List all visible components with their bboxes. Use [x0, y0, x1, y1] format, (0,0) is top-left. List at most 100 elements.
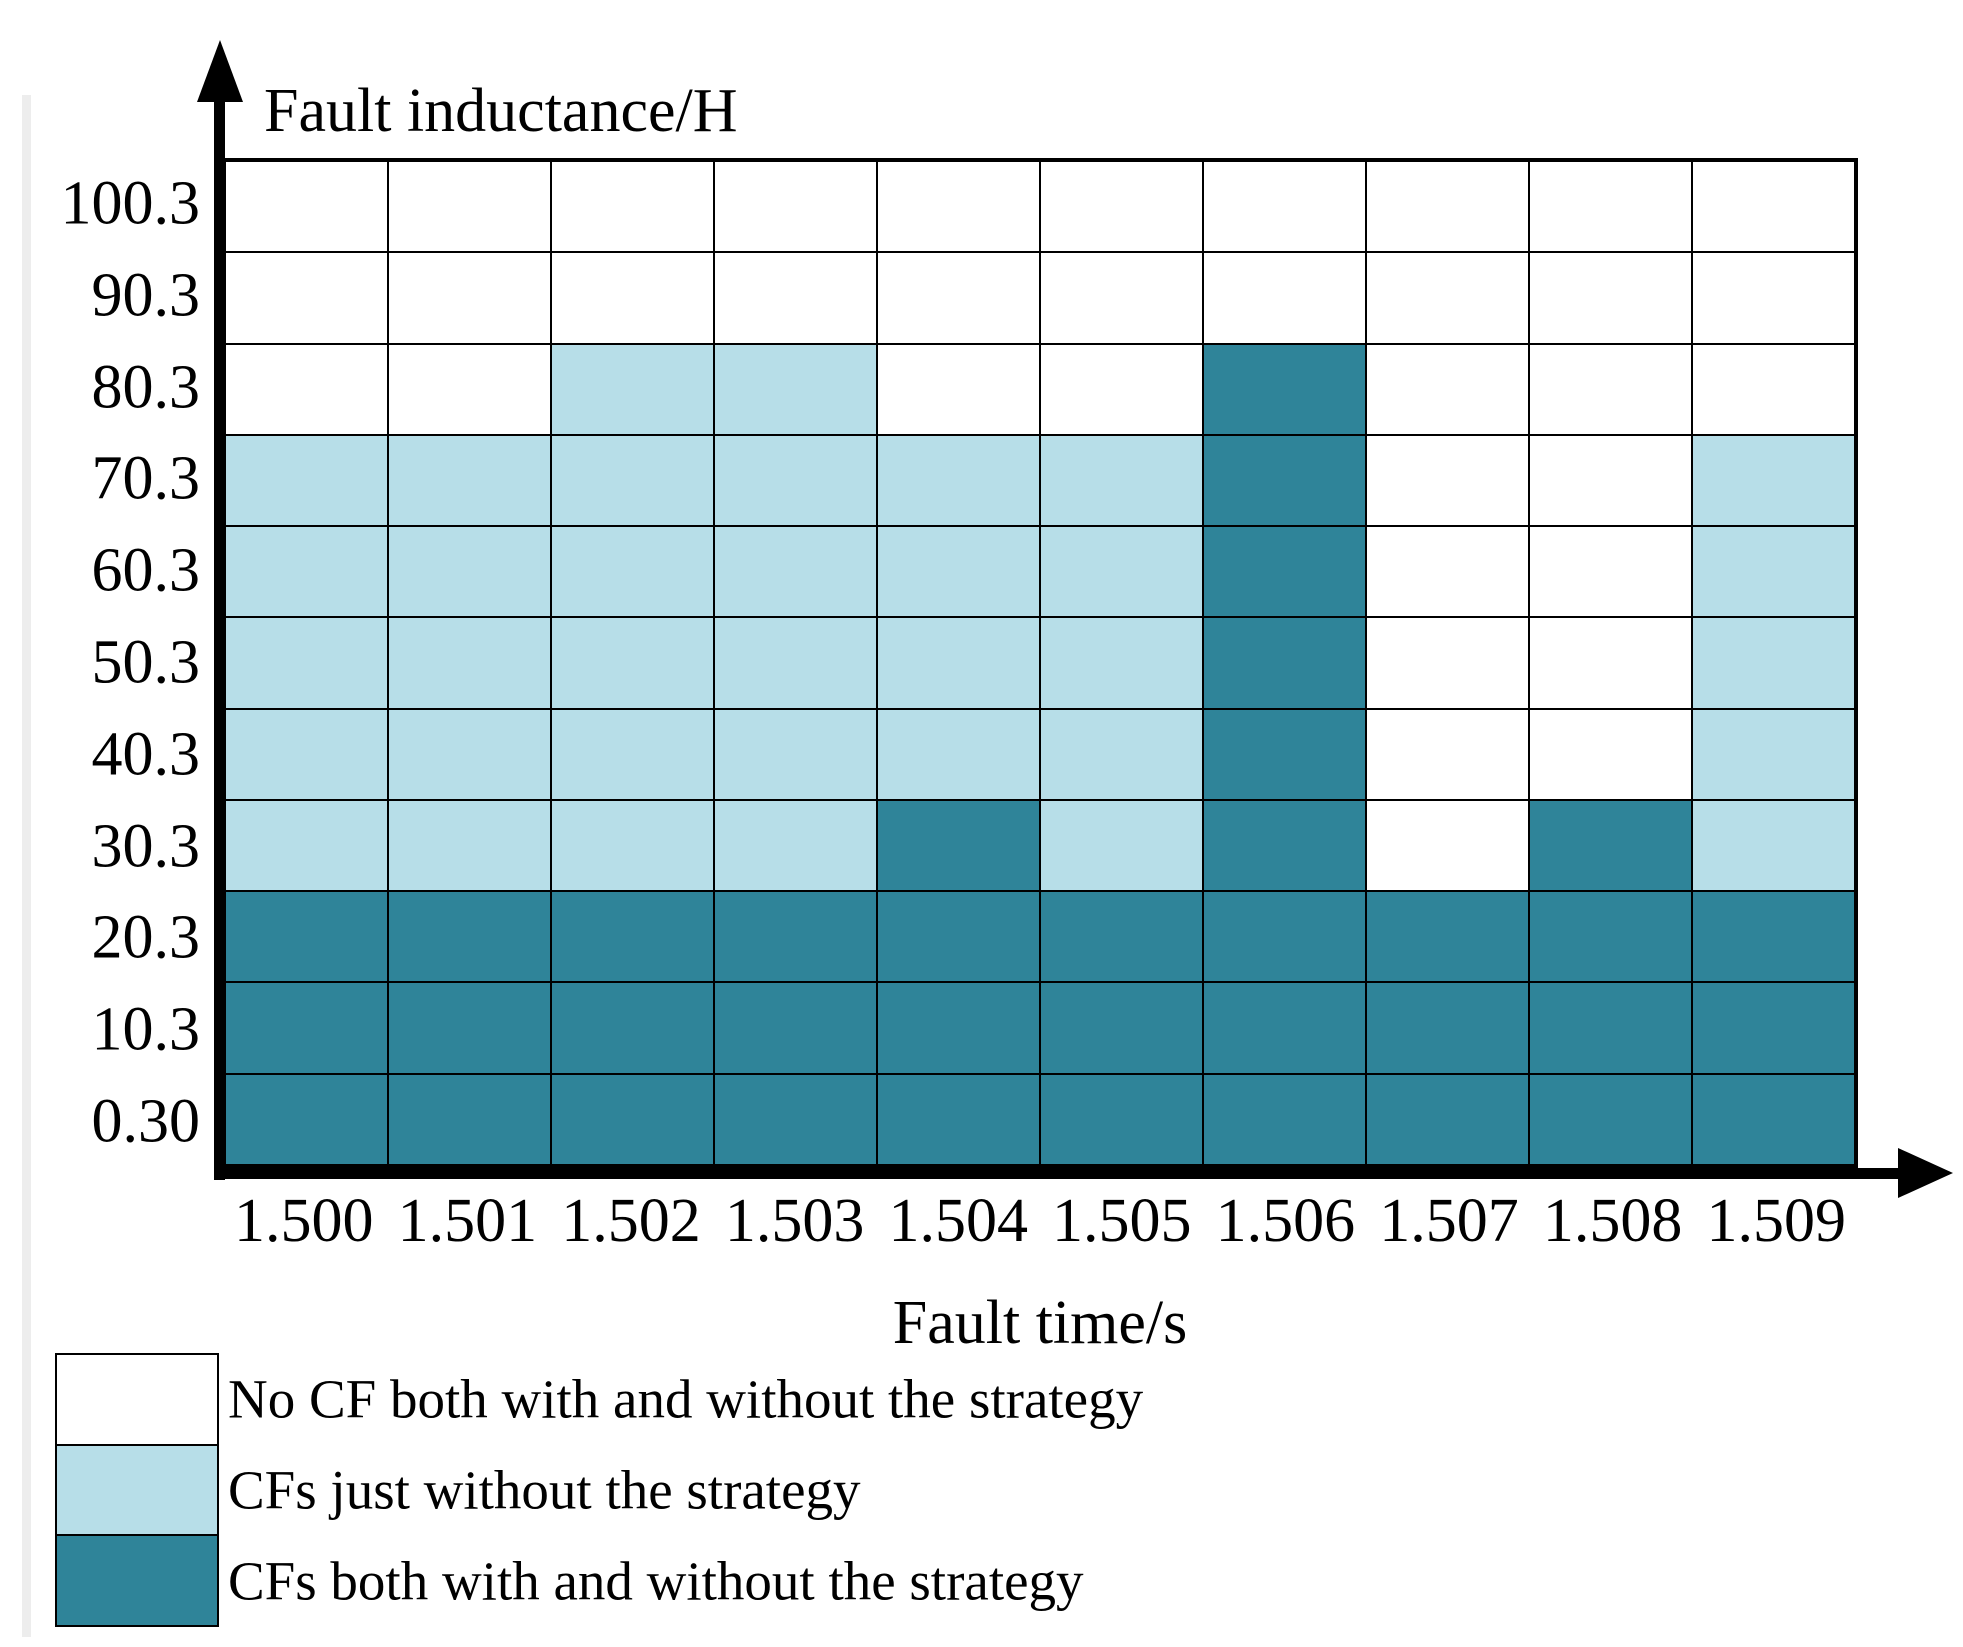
grid-cell: [1692, 617, 1855, 709]
grid-cell: [877, 799, 1040, 892]
y-tick-label: 40.3: [91, 720, 201, 789]
grid-cell: [1040, 161, 1203, 253]
grid-cell: [1203, 252, 1366, 344]
grid-cell: [1040, 799, 1203, 892]
grid-cell: [551, 252, 714, 344]
grid-cell: [225, 891, 388, 983]
x-tick-label: 1.502: [561, 1187, 701, 1255]
grid-cell: [551, 1073, 714, 1165]
grid-cell: [1692, 526, 1855, 618]
grid-cell: [551, 799, 714, 892]
grid-cell: [714, 982, 877, 1074]
grid-cell: [877, 161, 1040, 253]
grid-cell: [1366, 343, 1529, 435]
grid-cell: [1040, 1073, 1203, 1165]
grid-cell: [1692, 252, 1855, 344]
grid-cell: [225, 252, 388, 344]
page-edge-strip: [22, 95, 31, 1637]
grid-cell: [1203, 982, 1366, 1074]
x-tick-label: 1.505: [1052, 1187, 1192, 1255]
grid-cell: [877, 252, 1040, 344]
grid-cell: [1529, 526, 1692, 618]
grid-cell: [1040, 982, 1203, 1074]
grid-cell: [1529, 161, 1692, 253]
grid-cell: [877, 708, 1040, 800]
grid-cell: [1203, 526, 1366, 618]
grid-cell: [1366, 617, 1529, 709]
grid-cell: [1692, 982, 1855, 1074]
grid-cell: [1040, 526, 1203, 618]
legend-label: CFs just without the strategy: [228, 1459, 861, 1521]
grid-cell: [1366, 891, 1529, 983]
grid-cell: [1529, 343, 1692, 435]
grid-cell: [714, 526, 877, 618]
grid-cell: [1366, 982, 1529, 1074]
grid-cell: [1692, 343, 1855, 435]
x-tick-label: 1.503: [724, 1187, 865, 1255]
grid-cell: [1203, 617, 1366, 709]
grid-cell: [225, 434, 388, 527]
grid-cell: [1529, 708, 1692, 800]
y-axis-line: [214, 70, 225, 1180]
legend-label: No CF both with and without the strategy: [228, 1368, 1144, 1430]
grid-cell: [877, 434, 1040, 527]
grid-cell: [551, 617, 714, 709]
grid-cell: [877, 1073, 1040, 1165]
grid-cell: [388, 617, 551, 709]
grid-cell: [225, 161, 388, 253]
grid-cell: [551, 891, 714, 983]
legend-label: CFs both with and without the strategy: [228, 1550, 1084, 1612]
grid-cell: [1040, 434, 1203, 527]
grid-cell: [551, 161, 714, 253]
x-tick-label: 1.500: [234, 1187, 374, 1255]
grid-cell: [1529, 1073, 1692, 1165]
y-axis-title: Fault inductance/H: [264, 77, 738, 145]
grid-cell: [551, 708, 714, 800]
grid-cell: [1040, 617, 1203, 709]
grid-cell: [714, 343, 877, 435]
grid-cell: [714, 891, 877, 983]
grid-cell: [388, 891, 551, 983]
grid-cell: [1366, 161, 1529, 253]
y-tick-label: 90.3: [91, 261, 201, 330]
grid-cell: [225, 617, 388, 709]
x-tick-label: 1.501: [397, 1187, 538, 1255]
grid-cell: [1366, 799, 1529, 892]
x-axis-line: [214, 1168, 1906, 1179]
grid-cell: [1529, 252, 1692, 344]
grid-cell: [388, 799, 551, 892]
grid-cell: [225, 1073, 388, 1165]
grid-cell: [1203, 891, 1366, 983]
grid-cell: [225, 343, 388, 435]
grid-cell: [388, 1073, 551, 1165]
grid-cell: [551, 526, 714, 618]
y-tick-label: 50.3: [91, 628, 201, 697]
y-tick-label: 10.3: [91, 995, 201, 1064]
x-tick-label: 1.506: [1215, 1187, 1356, 1255]
y-tick-label: 30.3: [91, 812, 201, 881]
grid-cell: [1040, 708, 1203, 800]
x-axis-title: Fault time/s: [892, 1289, 1188, 1357]
x-tick-label: 1.504: [888, 1187, 1028, 1255]
grid-cell: [388, 708, 551, 800]
y-tick-label: 70.3: [91, 444, 201, 513]
grid-cell: [388, 161, 551, 253]
legend-swatch: [57, 1536, 217, 1626]
y-tick-label: 60.3: [91, 536, 201, 605]
grid-cell: [1529, 617, 1692, 709]
grid-cell: [225, 799, 388, 892]
grid-cell: [714, 617, 877, 709]
grid-cell: [225, 708, 388, 800]
grid-cell: [1366, 252, 1529, 344]
grid-cell: [714, 799, 877, 892]
legend-swatch: [57, 1355, 217, 1446]
grid-cell: [388, 526, 551, 618]
grid-cell: [1040, 343, 1203, 435]
grid-cell: [1692, 891, 1855, 983]
grid-cell: [1366, 708, 1529, 800]
grid-cell: [551, 343, 714, 435]
grid-cell: [1692, 708, 1855, 800]
grid-cell: [1203, 1073, 1366, 1165]
grid-cell: [714, 252, 877, 344]
